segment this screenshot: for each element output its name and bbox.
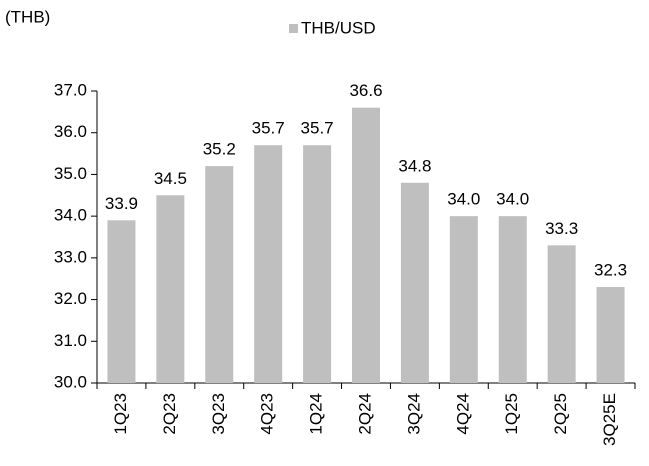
data-label: 33.3: [545, 219, 578, 238]
legend-swatch: [289, 24, 298, 33]
x-tick-label: 1Q23: [111, 393, 130, 435]
bar: [449, 216, 478, 383]
data-label: 34.0: [496, 190, 529, 209]
x-tick-label: 2Q24: [355, 393, 374, 435]
y-tick-label: 33.0: [54, 247, 87, 266]
x-tick-label: 3Q23: [209, 393, 228, 435]
y-tick-label: 34.0: [54, 206, 87, 225]
data-label: 35.7: [252, 119, 285, 138]
x-tick-label: 2Q23: [160, 393, 179, 435]
y-tick-label: 31.0: [54, 331, 87, 350]
bar: [400, 182, 429, 383]
bar: [596, 287, 625, 383]
y-tick-label: 30.0: [54, 372, 87, 391]
x-tick-label: 1Q25: [502, 393, 521, 435]
y-tick-label: 35.0: [54, 164, 87, 183]
y-tick-label: 32.0: [54, 289, 87, 308]
x-tick-label: 1Q24: [307, 393, 326, 435]
bar: [205, 166, 234, 383]
data-label: 35.2: [203, 140, 236, 159]
x-tick-label: 4Q23: [258, 393, 277, 435]
data-label: 35.7: [301, 119, 334, 138]
y-tick-label: 36.0: [54, 122, 87, 141]
x-tick-label: 2Q25: [551, 393, 570, 435]
data-label: 32.3: [594, 261, 627, 280]
data-label: 36.6: [349, 81, 382, 100]
legend-label: THB/USD: [301, 18, 376, 37]
x-tick-label: 3Q24: [404, 393, 423, 435]
data-label: 34.0: [447, 190, 480, 209]
bar: [352, 107, 380, 383]
y-tick-label: 37.0: [54, 80, 87, 99]
data-label: 33.9: [105, 194, 138, 213]
x-tick-label: 4Q24: [453, 393, 472, 435]
y-axis-label: (THB): [5, 7, 50, 26]
bar: [107, 220, 136, 383]
bar: [156, 195, 185, 383]
data-label: 34.5: [154, 169, 187, 188]
bar: [498, 216, 527, 383]
bar: [303, 145, 332, 383]
data-label: 34.8: [398, 156, 431, 175]
x-tick-label: 3Q25E: [600, 393, 619, 446]
bar: [254, 145, 283, 383]
bar: [547, 245, 576, 383]
